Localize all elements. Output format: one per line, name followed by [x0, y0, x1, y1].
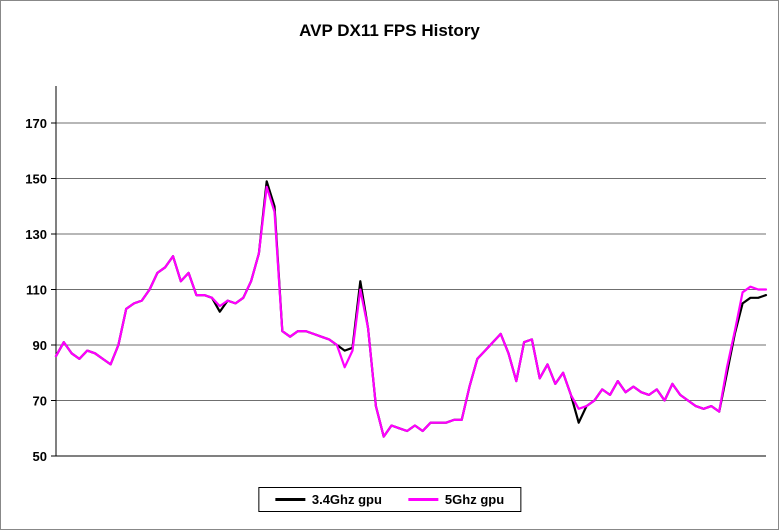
legend: 3.4Ghz gpu 5Ghz gpu [257, 487, 522, 512]
y-axis-label: 110 [26, 283, 47, 298]
y-axis-label: 50 [33, 449, 47, 464]
chart-title: AVP DX11 FPS History [299, 21, 480, 40]
series-line-3-4ghz-gpu [54, 180, 768, 438]
legend-label-34ghz: 3.4Ghz gpu [311, 492, 382, 507]
legend-item-5ghz-gpu: 5Ghz gpu [407, 492, 505, 507]
y-axis-label: 90 [33, 338, 47, 353]
legend-item-34ghz-gpu: 3.4Ghz gpu [274, 492, 382, 507]
legend-label-5ghz: 5Ghz gpu [444, 492, 505, 507]
y-axis-label: 170 [25, 116, 47, 131]
y-axis-label: 130 [25, 227, 47, 242]
y-axis-label: 70 [33, 394, 47, 409]
legend-line-swatch-34ghz [274, 498, 305, 501]
series-line-5ghz-gpu [54, 185, 768, 438]
y-axis-label: 150 [25, 172, 47, 187]
legend-line-swatch-5ghz [407, 498, 438, 501]
